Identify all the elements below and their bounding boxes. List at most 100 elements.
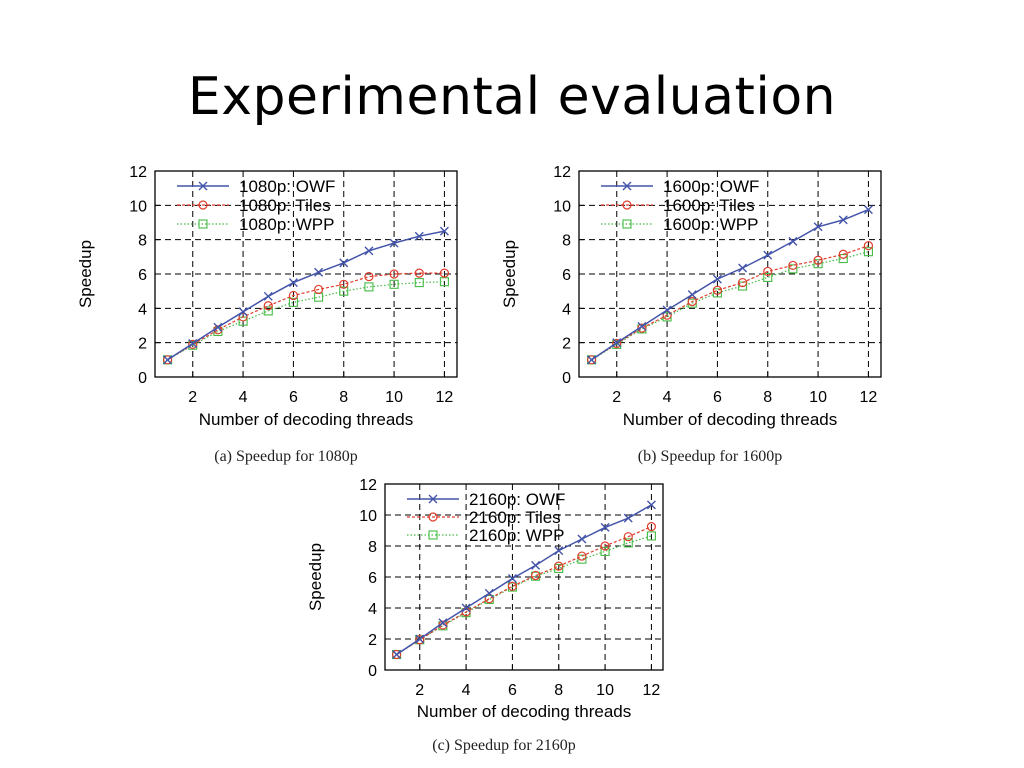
data-point: [712, 288, 722, 298]
data-point: [364, 246, 374, 256]
series-line: [167, 272, 445, 361]
data-point: [600, 522, 610, 532]
data-point: [439, 226, 449, 236]
legend-label: 2160p: Tiles: [469, 508, 561, 527]
data-point: [461, 603, 471, 613]
x-tick-label: 2: [612, 389, 621, 406]
data-point: [238, 312, 248, 322]
data-point: [788, 264, 798, 274]
x-tick-label: 8: [339, 389, 348, 406]
data-point: [737, 277, 748, 288]
x-axis-label: Number of decoding threads: [199, 410, 414, 429]
data-point: [838, 215, 848, 225]
data-point: [587, 355, 597, 365]
data-point: [612, 338, 622, 349]
data-point: [339, 279, 349, 289]
data-point: [238, 307, 248, 317]
data-point: [198, 181, 208, 191]
series-square: [587, 247, 873, 365]
data-point: [263, 306, 273, 316]
y-tick-label: 6: [368, 570, 377, 587]
data-point: [554, 563, 564, 574]
data-point: [439, 268, 450, 278]
data-point: [428, 494, 438, 504]
series-line: [396, 504, 652, 656]
series-square: [392, 531, 656, 660]
data-point: [428, 512, 438, 522]
x-tick-label: 4: [462, 682, 471, 699]
data-point: [414, 231, 424, 241]
legend-label: 1080p: OWF: [239, 177, 335, 196]
x-tick-label: 2: [415, 682, 424, 699]
x-tick-label: 6: [713, 389, 722, 406]
y-tick-label: 12: [359, 477, 377, 494]
y-tick-label: 4: [562, 301, 571, 318]
data-point: [288, 290, 299, 301]
data-point: [646, 522, 657, 532]
data-point: [813, 222, 823, 232]
data-point: [738, 263, 748, 273]
data-point: [863, 241, 874, 251]
data-point: [687, 296, 697, 307]
data-point: [392, 650, 402, 659]
chart-caption: (b) Speedup for 1600p: [638, 448, 782, 465]
data-point: [391, 649, 402, 660]
y-tick-label: 8: [562, 233, 571, 250]
data-point: [863, 205, 873, 215]
data-point: [712, 274, 722, 284]
data-point: [530, 570, 541, 581]
data-point: [763, 266, 773, 277]
y-tick-label: 0: [138, 370, 147, 387]
x-tick-label: 12: [436, 389, 454, 406]
data-point: [662, 310, 672, 320]
data-point: [554, 546, 564, 556]
x-tick-label: 12: [643, 682, 661, 699]
series-line: [167, 230, 445, 361]
data-point: [662, 305, 672, 315]
x-tick-label: 2: [188, 389, 197, 406]
slide-title: Experimental evaluation: [187, 67, 837, 127]
series-x: [587, 205, 873, 365]
series-circle: [391, 522, 657, 660]
data-point: [263, 291, 273, 301]
data-point: [484, 594, 494, 604]
data-point: [813, 255, 823, 265]
data-point: [586, 355, 597, 365]
data-point: [414, 268, 424, 278]
y-tick-label: 0: [562, 370, 571, 387]
y-tick-label: 2: [368, 632, 377, 649]
data-point: [623, 532, 633, 542]
legend-label: 1600p: OWF: [663, 177, 759, 196]
legend-label: 2160p: WPP: [469, 526, 564, 545]
data-point: [507, 581, 518, 591]
data-point: [162, 355, 173, 365]
data-point: [622, 200, 632, 210]
data-point: [646, 500, 656, 510]
data-point: [414, 278, 424, 288]
data-point: [637, 323, 647, 333]
y-tick-label: 10: [553, 198, 571, 215]
data-point: [484, 588, 494, 598]
legend-label: 1080p: WPP: [239, 215, 334, 234]
data-point: [622, 181, 632, 191]
y-axis-label: Speedup: [500, 240, 519, 308]
x-axis-label: Number of decoding threads: [417, 702, 632, 721]
data-point: [263, 301, 273, 311]
data-point: [712, 285, 723, 295]
x-tick-label: 10: [809, 389, 827, 406]
data-point: [389, 269, 399, 279]
y-tick-label: 2: [562, 336, 571, 353]
series-circle: [162, 268, 450, 365]
legend-label: 2160p: OWF: [469, 490, 565, 509]
data-point: [577, 551, 587, 561]
chart-2160p: 0 2 4 6 8 10 12 2 4 6 8 10 12 Number of decoding thre…: [306, 477, 664, 754]
series-line: [396, 535, 652, 656]
legend-label: 1080p: Tiles: [239, 196, 331, 215]
data-point: [364, 271, 374, 282]
data-point: [788, 260, 798, 271]
data-point: [554, 561, 564, 571]
y-tick-label: 8: [368, 539, 377, 556]
